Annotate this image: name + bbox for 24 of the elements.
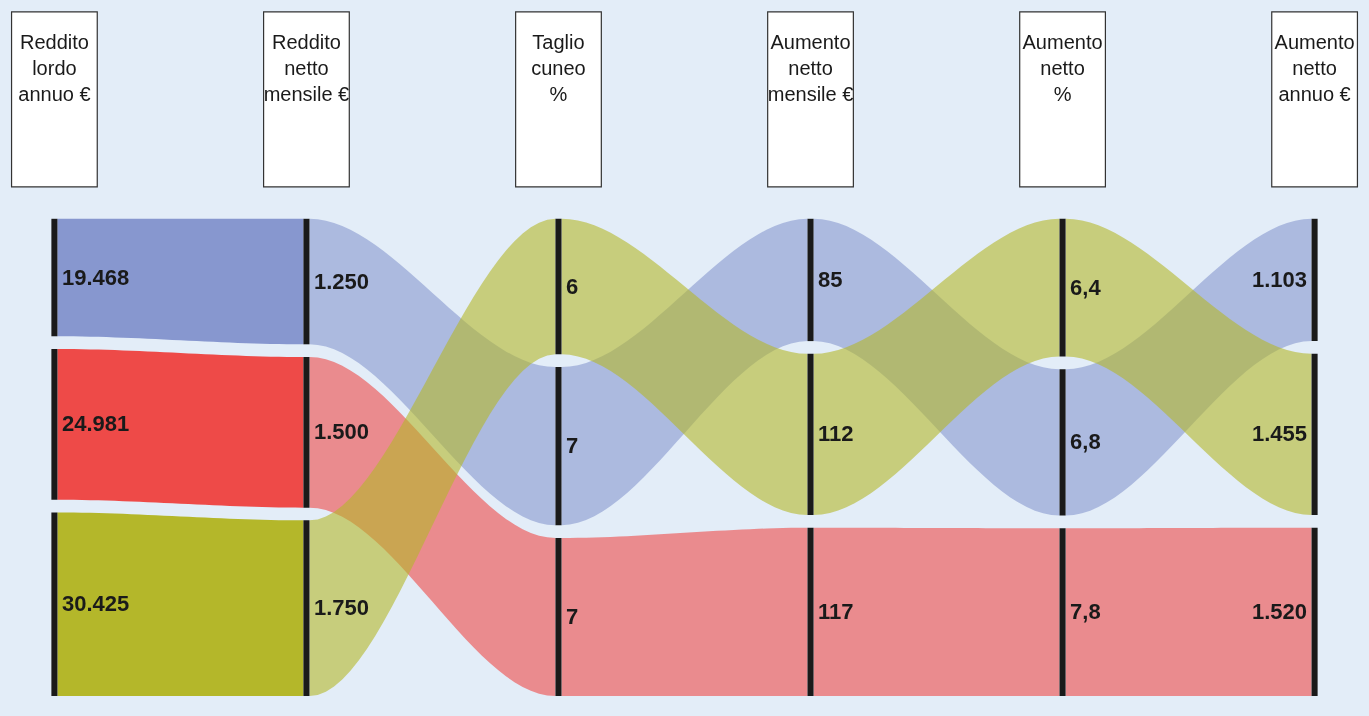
category-label: Aumento netto % bbox=[1022, 30, 1103, 105]
data-label: 112 bbox=[818, 421, 854, 447]
data-label: 7 bbox=[566, 604, 579, 630]
data-label: 117 bbox=[818, 598, 854, 624]
category-label: Aumento netto annuo € bbox=[1274, 30, 1355, 105]
data-label: 1.500 bbox=[314, 419, 370, 445]
data-label: 19.468 bbox=[61, 264, 130, 290]
data-label: 1.250 bbox=[314, 268, 370, 294]
category-label: Reddito netto mensile € bbox=[263, 30, 350, 105]
data-label: 6,8 bbox=[1070, 429, 1101, 455]
data-label: 7,8 bbox=[1070, 599, 1101, 625]
category-label: Reddito lordo annuo € bbox=[18, 30, 91, 105]
data-label: 30.425 bbox=[61, 591, 130, 617]
data-label: 85 bbox=[818, 266, 843, 292]
category-label: Taglio cuneo % bbox=[531, 30, 586, 105]
data-label: 1.455 bbox=[1251, 421, 1308, 447]
data-label: 7 bbox=[566, 433, 579, 459]
data-label: 6 bbox=[566, 273, 579, 299]
data-label: 24.981 bbox=[61, 411, 130, 437]
category-label: Aumento netto mensile € bbox=[767, 30, 854, 105]
data-label: 1.520 bbox=[1251, 598, 1308, 624]
data-label: 1.103 bbox=[1251, 266, 1308, 292]
data-label: 1.750 bbox=[314, 595, 370, 621]
data-label: 6,4 bbox=[1070, 274, 1102, 300]
